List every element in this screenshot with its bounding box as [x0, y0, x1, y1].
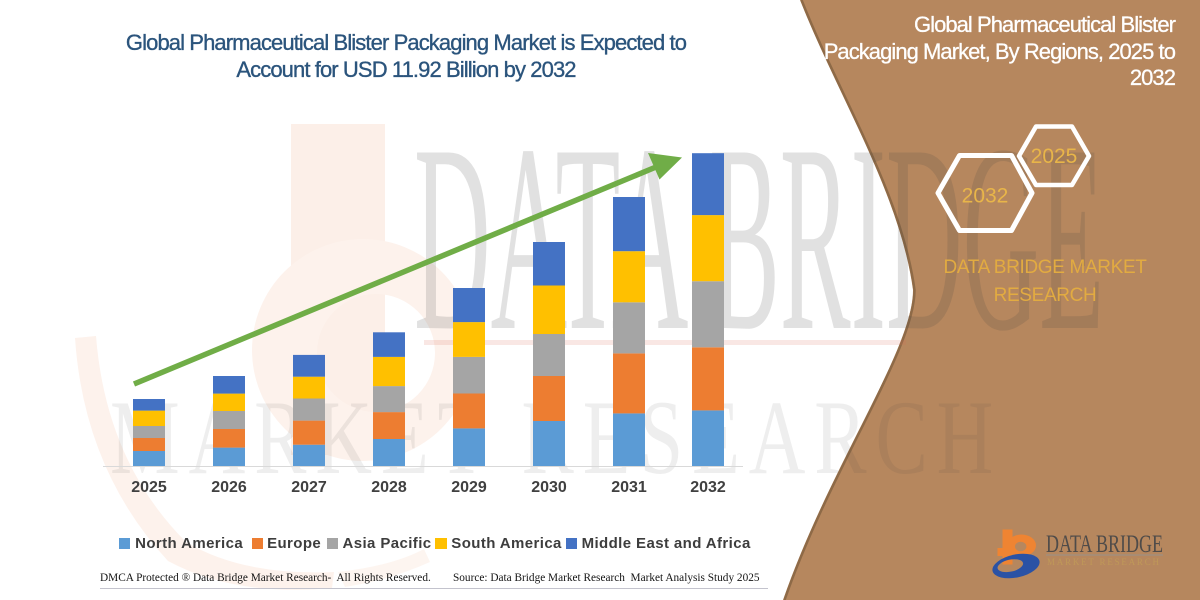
svg-text:2032: 2032 — [962, 185, 1009, 208]
svg-text:DATA BRIDGE: DATA BRIDGE — [414, 89, 1104, 386]
svg-text:DATA BRIDGE: DATA BRIDGE — [1046, 531, 1163, 558]
svg-text:MARKET RESEARCH: MARKET RESEARCH — [1047, 557, 1160, 567]
svg-text:2025: 2025 — [1031, 145, 1078, 168]
